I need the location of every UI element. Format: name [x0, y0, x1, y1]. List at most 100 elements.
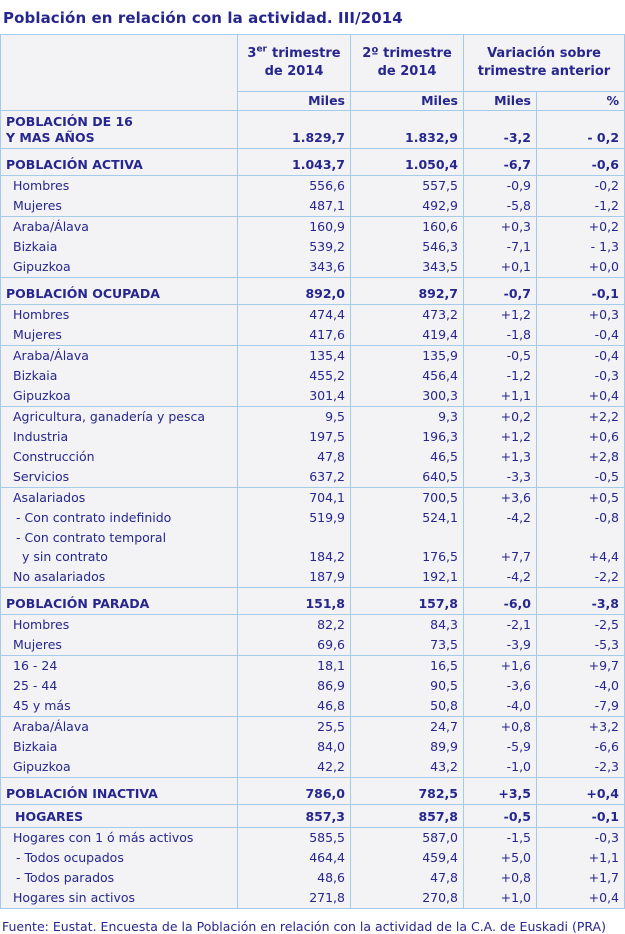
cell-variation-percent: - 1,3 — [535, 237, 625, 257]
header-col-variation: Variación sobre trimestre anterior — [462, 34, 625, 92]
cell-variation-percent: -1,2 — [535, 196, 625, 217]
cell-q3-miles: 151,8 — [237, 587, 351, 615]
cell-q3-miles: 539,2 — [237, 237, 351, 257]
row-label: Hogares con 1 ó más activos — [0, 827, 238, 848]
cell-q3-miles: 1.829,7 — [237, 110, 351, 149]
cell-variation-miles: -1,5 — [463, 827, 537, 848]
cell-q3-miles: 786,0 — [237, 777, 351, 805]
cell-q3-miles: 42,2 — [237, 757, 351, 778]
cell-q3-miles: 271,8 — [237, 888, 351, 909]
table-row: - Todos parados 48,6 47,8 +0,8 +1,7 — [1, 868, 625, 888]
cell-variation-percent: -2,2 — [535, 567, 625, 588]
cell-q3-miles: 48,6 — [237, 868, 351, 888]
header-row-quarters: 3er trimestre de 2014 2º trimestre de 201… — [0, 34, 625, 111]
cell-variation-percent: +2,8 — [535, 447, 625, 467]
cell-variation-percent: +2,2 — [535, 406, 625, 427]
cell-q2-miles: 782,5 — [350, 777, 464, 805]
cell-q2-miles: 343,5 — [350, 257, 464, 278]
cell-q2-miles: 46,5 — [350, 447, 464, 467]
cell-q2-miles: 160,6 — [350, 216, 464, 237]
row-label: POBLACIÓN OCUPADA — [0, 277, 238, 305]
cell-q2-miles: 300,3 — [350, 386, 464, 407]
cell-q3-miles: 343,6 — [237, 257, 351, 278]
table-row: Hombres 474,4 473,2 +1,2 +0,3 — [0, 304, 625, 325]
table-row: Industria 197,5 196,3 +1,2 +0,6 — [1, 427, 625, 447]
cell-q2-miles: 892,7 — [350, 277, 464, 305]
cell-q3-miles: 487,1 — [237, 196, 351, 217]
header-unit-percent-variation: % — [535, 91, 625, 111]
cell-q2-miles: 24,7 — [350, 716, 464, 737]
table-row: HOGARES 857,3 857,8 -0,5 -0,1 — [0, 804, 625, 828]
header-col-q3-2014: 3er trimestre de 2014 — [237, 34, 351, 92]
cell-q2-miles: 157,8 — [350, 587, 464, 615]
header-variation-line1: Variación sobre — [487, 46, 601, 61]
cell-variation-percent: +4,4 — [535, 528, 625, 567]
cell-variation-percent: -0,8 — [535, 508, 625, 528]
cell-variation-percent: +0,3 — [535, 304, 625, 325]
cell-q2-miles: 89,9 — [350, 737, 464, 757]
table-row: Araba/Álava 135,4 135,9 -0,5 -0,4 — [0, 345, 625, 366]
header-col-q2-2014: 2º trimestre de 2014 — [350, 34, 464, 92]
cell-variation-percent: -2,3 — [535, 757, 625, 778]
table-row: Asalariados 704,1 700,5 +3,6 +0,5 — [0, 487, 625, 508]
row-label: Araba/Álava — [0, 345, 238, 366]
cell-variation-percent: -6,6 — [535, 737, 625, 757]
cell-variation-percent: -4,0 — [535, 676, 625, 696]
cell-variation-percent: -0,2 — [535, 175, 625, 196]
cell-q2-miles: 73,5 — [350, 635, 464, 656]
cell-q3-miles: 69,6 — [237, 635, 351, 656]
row-label: Araba/Álava — [0, 216, 238, 237]
row-label: POBLACIÓN ACTIVA — [0, 148, 238, 176]
table-row: Servicios 637,2 640,5 -3,3 -0,5 — [1, 467, 625, 488]
cell-variation-percent: -0,1 — [535, 277, 625, 305]
cell-variation-miles: +1,2 — [463, 427, 537, 447]
cell-variation-percent: -0,1 — [535, 804, 625, 828]
cell-variation-percent: +0,4 — [535, 888, 625, 909]
cell-q3-miles: 704,1 — [237, 487, 351, 508]
cell-q2-miles: 473,2 — [350, 304, 464, 325]
row-label: 16 - 24 — [0, 655, 238, 676]
header-q3-line1: 3er trimestre — [247, 44, 341, 61]
cell-variation-percent: +3,2 — [535, 716, 625, 737]
header-row-units: Miles Miles Miles % — [1, 91, 625, 111]
cell-q3-miles: 455,2 — [237, 366, 351, 386]
table-row: Bizkaia 539,2 546,3 -7,1- 1,3 — [1, 237, 625, 257]
cell-q3-miles: 18,1 — [237, 655, 351, 676]
source-note: Fuente: Eustat. Encuesta de la Población… — [2, 919, 606, 934]
header-variation-line2: trimestre anterior — [477, 64, 611, 79]
cell-q2-miles: 43,2 — [350, 757, 464, 778]
row-label: Hombres — [0, 614, 238, 635]
cell-q3-miles: 417,6 — [237, 325, 351, 346]
cell-q3-miles: 556,6 — [237, 175, 351, 196]
cell-variation-miles: -1,0 — [463, 757, 537, 778]
cell-variation-miles: +0,8 — [463, 868, 537, 888]
table-row: Araba/Álava 160,9 160,6 +0,3 +0,2 — [0, 216, 625, 237]
cell-variation-percent: +0,2 — [535, 216, 625, 237]
row-label: HOGARES — [0, 804, 238, 828]
cell-variation-miles: +0,2 — [463, 406, 537, 427]
table-row: Gipuzkoa 42,2 43,2 -1,0 -2,3 — [1, 757, 625, 778]
cell-q2-miles: 587,0 — [350, 827, 464, 848]
cell-variation-percent: -3,8 — [535, 587, 625, 615]
cell-q3-miles: 519,9 — [237, 508, 351, 528]
cell-q3-miles: 197,5 — [237, 427, 351, 447]
header-unit-miles-q2: Miles — [350, 91, 464, 111]
cell-q2-miles: 700,5 — [350, 487, 464, 508]
cell-q3-miles: 160,9 — [237, 216, 351, 237]
table-row: 45 y más 46,8 50,8 -4,0 -7,9 — [1, 696, 625, 717]
table-row: POBLACIÓN DE 16 Y MAS AÑOS 1.829,7 1.832,9-… — [1, 110, 625, 149]
cell-variation-miles: -0,5 — [463, 345, 537, 366]
cell-variation-percent: -7,9 — [535, 696, 625, 717]
table-row: 16 - 24 18,1 16,5 +1,6 +9,7 — [0, 655, 625, 676]
cell-q3-miles: 892,0 — [237, 277, 351, 305]
header-q3-line2: de 2014 — [264, 64, 324, 79]
table-row: POBLACIÓN PARADA 151,8 157,8 -6,0 -3,8 — [0, 587, 625, 615]
row-label: - Con contrato temporal y sin contrato — [16, 530, 167, 564]
cell-variation-percent: - 0,2 — [535, 110, 625, 149]
cell-q3-miles: 1.043,7 — [237, 148, 351, 176]
row-label: Gipuzkoa — [13, 259, 71, 274]
table-row: Mujeres 487,1 492,9 -5,8 -1,2 — [1, 196, 625, 217]
cell-variation-miles: +5,0 — [463, 848, 537, 868]
cell-q3-miles: 857,3 — [237, 804, 351, 828]
cell-q3-miles: 84,0 — [237, 737, 351, 757]
